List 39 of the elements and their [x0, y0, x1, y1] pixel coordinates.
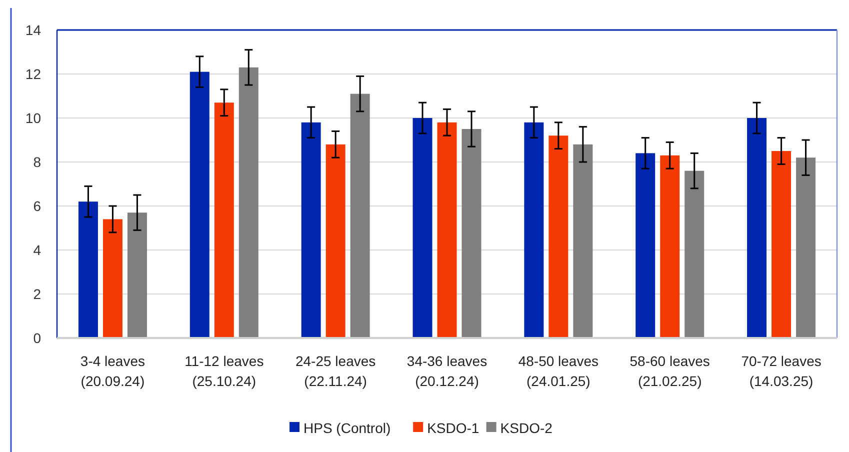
bar [660, 155, 680, 338]
bar [350, 94, 370, 338]
x-tick-label: 58-60 leaves (21.02.25) [630, 353, 710, 389]
bar [190, 72, 210, 338]
legend-label: HPS (Control) [304, 420, 391, 436]
bar [301, 122, 321, 338]
legend-label: KSDO-1 [427, 420, 480, 436]
bar [636, 153, 656, 338]
bar [214, 102, 234, 338]
y-tick-label: 10 [25, 110, 42, 126]
y-tick-label: 6 [33, 198, 42, 214]
bar [127, 212, 147, 338]
y-tick-label: 4 [33, 242, 42, 258]
bar [747, 118, 767, 338]
bar [772, 151, 792, 338]
legend-label: KSDO-2 [500, 420, 553, 436]
bar [524, 122, 544, 338]
bar [238, 67, 258, 338]
x-tick-label: 70-72 leaves (14.03.25) [741, 353, 822, 389]
bar [326, 144, 346, 338]
x-tick-label: 24-25 leaves (22.11.24) [295, 353, 376, 389]
x-tick-label: 34-36 leaves (20.12.24) [406, 353, 488, 389]
bar [462, 129, 482, 338]
y-tick-label: 14 [25, 22, 42, 38]
x-tick-label: 3-4 leaves (20.09.24) [80, 353, 146, 389]
y-tick-label: 2 [33, 286, 42, 302]
x-tick-label: 11-12 leaves (25.10.24) [184, 353, 264, 389]
y-tick-label: 0 [33, 330, 42, 346]
y-tick-label: 12 [25, 66, 42, 82]
bar [796, 158, 816, 338]
x-tick-label: 48-50 leaves (24.01.25) [518, 353, 599, 389]
y-tick-label: 8 [33, 154, 42, 170]
bar [412, 118, 432, 338]
bar [78, 202, 98, 338]
bar [548, 136, 568, 338]
bar [573, 144, 593, 338]
bar [684, 170, 704, 338]
bar [102, 219, 122, 338]
bar [437, 122, 457, 338]
